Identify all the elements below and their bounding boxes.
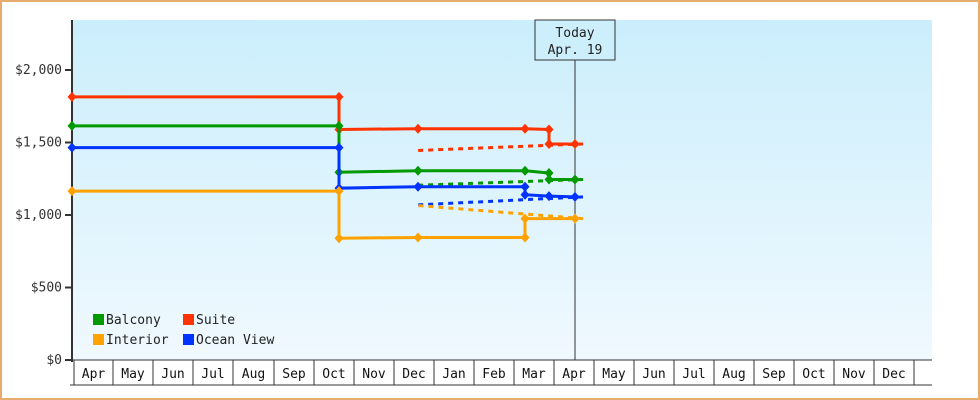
x-tick-label: Jun	[161, 367, 184, 382]
x-tick-label: Jul	[682, 367, 705, 382]
today-annotation-box	[534, 19, 616, 61]
x-tick-label: Jan	[442, 367, 465, 382]
legend-swatch	[183, 334, 194, 345]
x-tick-label: Dec	[882, 367, 905, 382]
x-tick-label: May	[121, 367, 145, 382]
x-tick-label: Mar	[522, 367, 546, 382]
x-tick-label: Apr	[562, 367, 586, 382]
y-axis: $0 $500 $1,000 $1,500 $2,000	[15, 20, 73, 368]
x-tick-label: Jul	[201, 367, 224, 382]
legend-swatch	[93, 314, 104, 325]
x-tick-label: Oct	[322, 367, 345, 382]
y-tick-label: $2,000	[15, 63, 62, 78]
x-tick-label: Oct	[802, 367, 825, 382]
legend-label: Ocean View	[196, 333, 274, 348]
y-tick-label: $0	[46, 353, 62, 368]
svg-text:Today: Today	[555, 26, 594, 41]
series-lines	[67, 91, 584, 244]
x-tick-label: Dec	[402, 367, 425, 382]
forecast-line	[417, 142, 584, 152]
legend-swatch	[93, 334, 104, 345]
x-tick-label: Sep	[282, 367, 306, 382]
today-marker: Today Apr. 19	[534, 19, 616, 360]
x-tick-label: Aug	[242, 367, 265, 382]
legend: Balcony Suite Interior Ocean View	[93, 313, 274, 348]
legend-label: Interior	[106, 333, 169, 348]
x-tick-label: May	[602, 367, 626, 382]
forecast-line	[417, 195, 584, 207]
x-tick-label: Sep	[762, 367, 786, 382]
y-tick-label: $1,500	[15, 136, 62, 151]
forecast-line	[417, 177, 584, 187]
x-tick-label: Nov	[842, 367, 866, 382]
x-axis: Apr May Jun Jul Aug Sep Oct Nov Dec Jan Feb Mar Apr M…	[70, 359, 932, 386]
legend-label: Suite	[196, 313, 235, 328]
svg-text:Apr. 19: Apr. 19	[548, 43, 603, 58]
x-tick-label: Apr	[82, 367, 106, 382]
x-tick-label: Feb	[482, 367, 506, 382]
legend-swatch	[183, 314, 194, 325]
legend-label: Balcony	[106, 313, 161, 328]
x-tick-label: Nov	[362, 367, 386, 382]
y-tick-label: $500	[31, 281, 62, 296]
y-tick-label: $1,000	[15, 208, 62, 223]
x-tick-label: Jun	[642, 367, 665, 382]
forecast-line	[417, 204, 584, 221]
x-tick-label: Aug	[722, 367, 745, 382]
